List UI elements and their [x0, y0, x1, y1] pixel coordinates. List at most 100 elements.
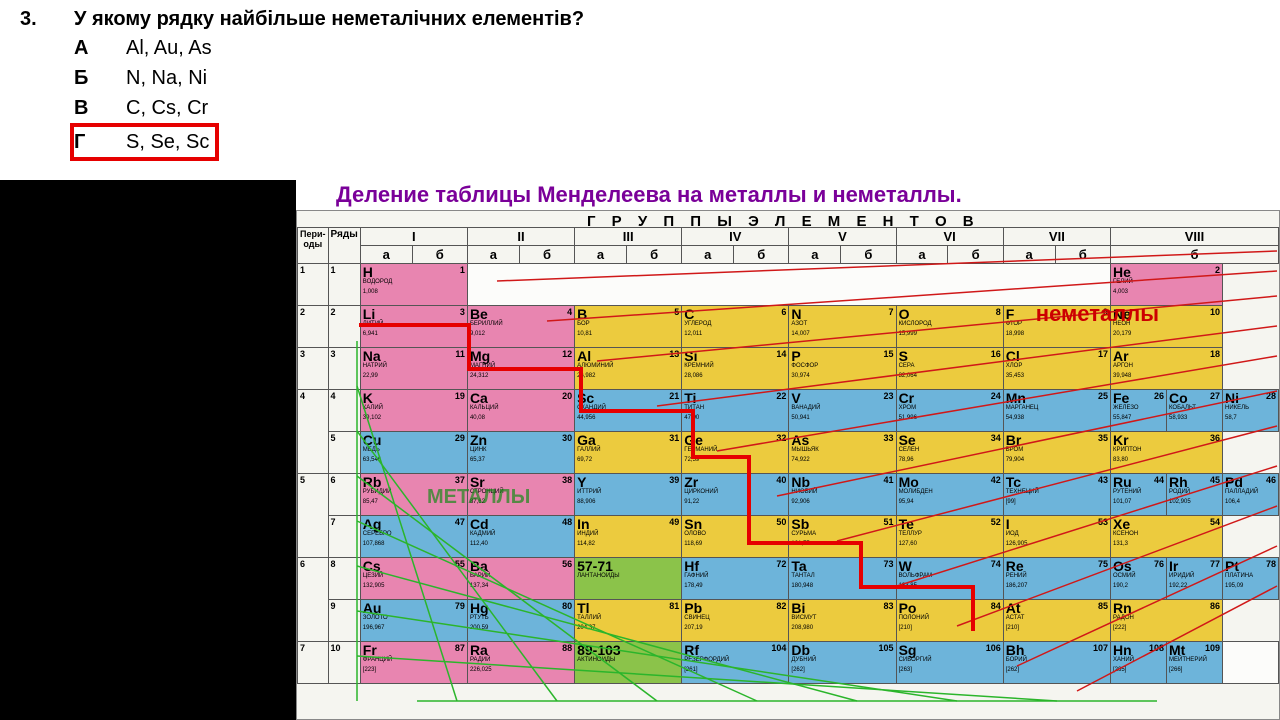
question-text: У якому рядку найбільше неметалічних еле…: [74, 8, 584, 31]
period-3: 3: [298, 348, 329, 390]
option-Г: ГS, Se, Sc: [70, 123, 219, 161]
element-Nb: Nb41НИОБИЙ92,906: [789, 474, 896, 516]
empty-cell: [1223, 642, 1279, 684]
element-Li: Li3ЛИТИЙ6,941: [360, 306, 467, 348]
element-W: W74ВОЛЬФРАМ183,85: [896, 558, 1003, 600]
element-57-71: 57-71ЛАНТАНОИДЫ: [575, 558, 682, 600]
element-B: B5БОР10,81: [575, 306, 682, 348]
element-Ti: Ti22ТИТАН47,90: [682, 390, 789, 432]
element-Sg: Sg106СИБОРГИЙ[263]: [896, 642, 1003, 684]
element-Ge: Ge32ГЕРМАНИЙ72,59: [682, 432, 789, 474]
row-3: 3: [328, 348, 360, 390]
question-number: 3.: [20, 8, 50, 31]
element-Cd: Cd48КАДМИЙ112,40: [467, 516, 574, 558]
element-C: C6УГЛЕРОД12,011: [682, 306, 789, 348]
element-Mg: Mg12МАГНИЙ24,312: [467, 348, 574, 390]
element-Be: Be4БЕРИЛЛИЙ9,012: [467, 306, 574, 348]
element-Y: Y39ИТТРИЙ88,906: [575, 474, 682, 516]
row-8: 8: [328, 558, 360, 600]
empty-cell: [467, 264, 1110, 306]
row-10: 10: [328, 642, 360, 684]
element-Mo: Mo42МОЛИБДЕН95,94: [896, 474, 1003, 516]
periodic-table-title: Деление таблицы Менделеева на металлы и …: [336, 182, 962, 208]
element-Fe: Fe26ЖЕЛЕЗО55,847: [1111, 390, 1167, 432]
row-2: 2: [328, 306, 360, 348]
element-Ga: Ga31ГАЛЛИЙ69,72: [575, 432, 682, 474]
element-Cl: Cl17ХЛОР35,453: [1003, 348, 1110, 390]
option-text: Al, Au, As: [126, 33, 212, 63]
question-block: 3. У якому рядку найбільше неметалічних …: [0, 0, 1280, 165]
element-K: K19КАЛИЙ39,102: [360, 390, 467, 432]
element-Kr: Kr36КРИПТОН83,80: [1111, 432, 1223, 474]
element-Pd: Pd46ПАЛЛАДИЙ106,4: [1223, 474, 1279, 516]
element-89-103: 89-103АКТИНОИДЫ: [575, 642, 682, 684]
element-Mt: Mt109МЕЙТНЕРИЙ[266]: [1167, 642, 1223, 684]
element-Po: Po84ПОЛОНИЙ[210]: [896, 600, 1003, 642]
element-Hn: Hn108ХАНИЙ[265]: [1111, 642, 1167, 684]
element-P: P15ФОСФОР30,974: [789, 348, 896, 390]
element-H: H1ВОДОРОД1,008: [360, 264, 467, 306]
element-Na: Na11НАТРИЙ22,99: [360, 348, 467, 390]
element-Rn: Rn86РАДОН[222]: [1111, 600, 1223, 642]
element-Al: Al13АЛЮМИНИЙ26,982: [575, 348, 682, 390]
periodic-table-grid: Пери- одыРядыIIIIIIIVVVIVIIVIIIабабабаба…: [297, 227, 1279, 684]
element-Ta: Ta73ТАНТАЛ180,948: [789, 558, 896, 600]
element-Ar: Ar18АРГОН39,948: [1111, 348, 1223, 390]
options-list: АAl, Au, AsБN, Na, NiВC, Cs, CrГS, Se, S…: [74, 33, 1260, 161]
element-Au: Au79ЗОЛОТО196,967: [360, 600, 467, 642]
element-Pb: Pb82СВИНЕЦ207,19: [682, 600, 789, 642]
element-Xe: Xe54КСЕНОН131,3: [1111, 516, 1223, 558]
element-Sc: Sc21СКАНДИЙ44,956: [575, 390, 682, 432]
element-Co: Co27КОБАЛЬТ58,933: [1167, 390, 1223, 432]
element-Hg: Hg80РТУТЬ200,59: [467, 600, 574, 642]
element-Tl: Tl81ТАЛЛИЙ204,37: [575, 600, 682, 642]
element-Re: Re75РЕНИЙ186,207: [1003, 558, 1110, 600]
option-letter: Г: [74, 127, 102, 157]
element-At: At85АСТАТ[210]: [1003, 600, 1110, 642]
element-Hf: Hf72ГАФНИЙ178,49: [682, 558, 789, 600]
element-Si: Si14КРЕМНИЙ28,086: [682, 348, 789, 390]
element-Ra: Ra88РАДИЙ226,025: [467, 642, 574, 684]
element-Pt: Pt78ПЛАТИНА195,09: [1223, 558, 1279, 600]
option-А: А Al, Au, As: [74, 33, 1260, 63]
row-9: 9: [328, 600, 360, 642]
option-text: C, Cs, Cr: [126, 93, 208, 123]
period-6: 6: [298, 558, 329, 642]
element-Cs: Cs55ЦЕЗИЙ132,905: [360, 558, 467, 600]
row-4: 4: [328, 390, 360, 432]
option-letter: Б: [74, 63, 102, 93]
element-He: He2ГЕЛИЙ4,003: [1111, 264, 1223, 306]
option-letter: В: [74, 93, 102, 123]
element-O: O8КИСЛОРОД15,999: [896, 306, 1003, 348]
element-Bi: Bi83ВИСМУТ208,980: [789, 600, 896, 642]
element-S: S16СЕРА32,064: [896, 348, 1003, 390]
row-7: 7: [328, 516, 360, 558]
element-Rh: Rh45РОДИЙ102,905: [1167, 474, 1223, 516]
periodic-table: Г Р У П П Ы Э Л Е М Е Н Т О В неметаллы …: [296, 210, 1280, 720]
row-6: 6: [328, 474, 360, 516]
element-Se: Se34СЕЛЕН78,96: [896, 432, 1003, 474]
option-Б: Б N, Na, Ni: [74, 63, 1260, 93]
period-7: 7: [298, 642, 329, 684]
period-2: 2: [298, 306, 329, 348]
element-Ba: Ba56БАРИЙ137,34: [467, 558, 574, 600]
period-1: 1: [298, 264, 329, 306]
element-Ag: Ag47СЕРЕБРО107,868: [360, 516, 467, 558]
element-Mn: Mn25МАРГАНЕЦ54,938: [1003, 390, 1110, 432]
element-Sn: Sn50ОЛОВО118,69: [682, 516, 789, 558]
element-Ca: Ca20КАЛЬЦИЙ40,08: [467, 390, 574, 432]
option-letter: А: [74, 33, 102, 63]
element-In: In49ИНДИЙ114,82: [575, 516, 682, 558]
element-Ru: Ru44РУТЕНИЙ101,07: [1111, 474, 1167, 516]
element-Ni: Ni28НИКЕЛЬ58,7: [1223, 390, 1279, 432]
element-Fr: Fr87ФРАНЦИЙ[223]: [360, 642, 467, 684]
row-1: 1: [328, 264, 360, 306]
row-5: 5: [328, 432, 360, 474]
element-Br: Br35БРОМ79,904: [1003, 432, 1110, 474]
element-Os: Os76ОСМИЙ190,2: [1111, 558, 1167, 600]
element-Zr: Zr40ЦИРКОНИЙ91,22: [682, 474, 789, 516]
option-В: В C, Cs, Cr: [74, 93, 1260, 123]
element-Zn: Zn30ЦИНК65,37: [467, 432, 574, 474]
option-text: N, Na, Ni: [126, 63, 207, 93]
element-Rf: Rf104РЕЗЕРФОРДИЙ[261]: [682, 642, 789, 684]
